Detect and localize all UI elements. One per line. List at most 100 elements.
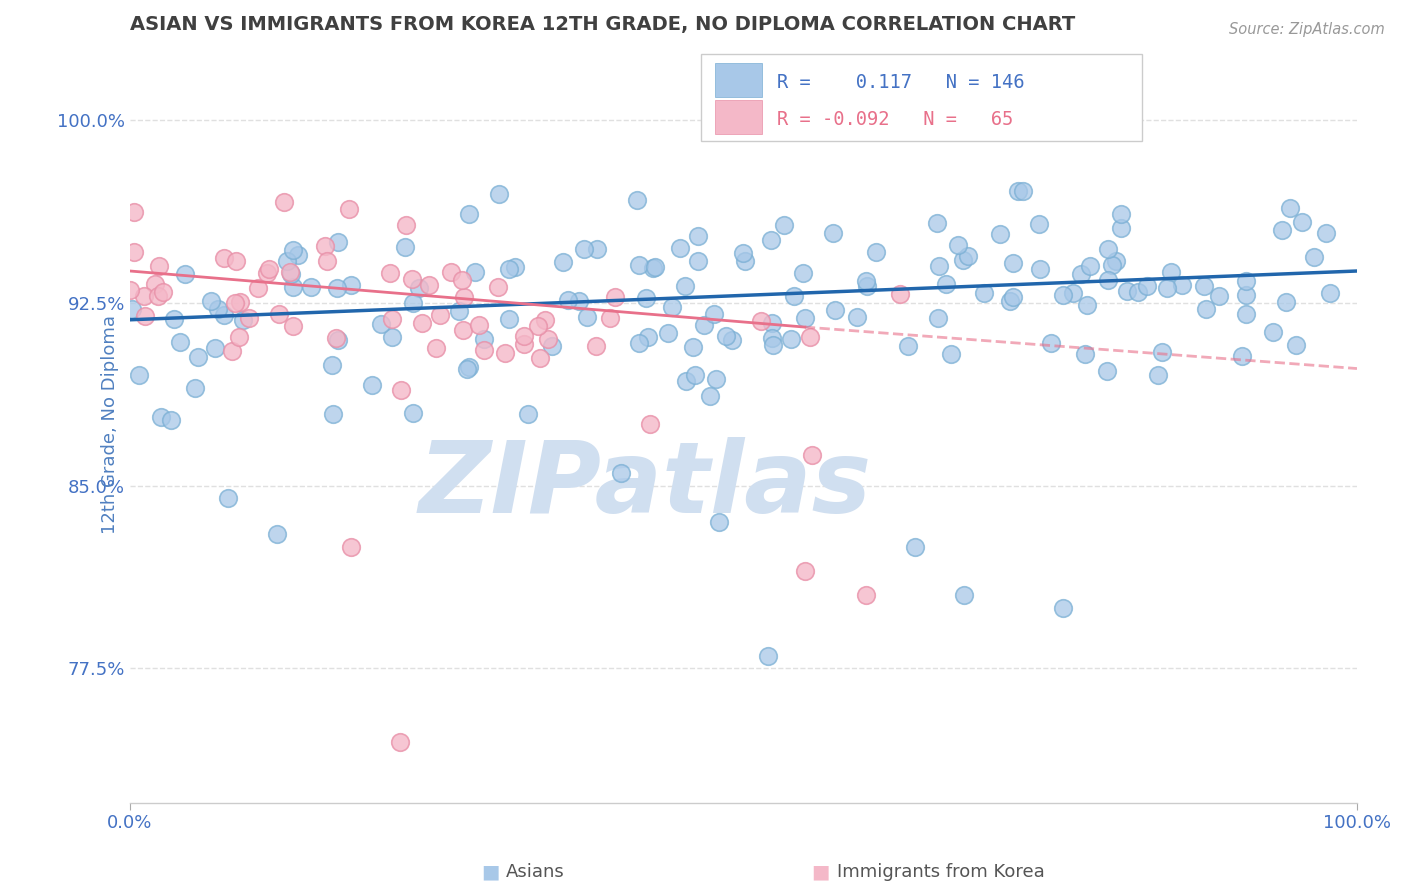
Point [1007, 184, 1029, 198]
Point [315, 253, 337, 268]
Point [472, 332, 495, 346]
Point [704, 372, 727, 386]
Point [402, 296, 425, 310]
Point [1062, 285, 1084, 300]
Point [449, 303, 471, 318]
Point [952, 253, 974, 268]
Point [693, 318, 716, 332]
Point [494, 345, 516, 359]
Point [762, 337, 785, 351]
Point [1170, 278, 1192, 293]
Point [586, 243, 609, 257]
Point [1095, 364, 1118, 378]
Point [856, 278, 879, 293]
Point [221, 343, 243, 358]
Point [935, 277, 957, 292]
Point [381, 330, 404, 344]
Point [927, 311, 949, 326]
Point [162, 312, 184, 326]
Point [121, 302, 143, 317]
Point [118, 283, 141, 297]
Point [513, 337, 536, 351]
Point [228, 330, 250, 344]
Point [661, 300, 683, 314]
Point [513, 328, 536, 343]
Point [429, 308, 451, 322]
Text: ■: ■ [811, 863, 830, 882]
Point [1012, 184, 1035, 198]
Point [557, 293, 579, 308]
Point [381, 312, 404, 326]
Point [575, 310, 598, 324]
Point [1105, 254, 1128, 268]
Point [675, 374, 697, 388]
Point [401, 272, 423, 286]
Point [756, 649, 779, 664]
Point [1195, 301, 1218, 316]
Point [1070, 267, 1092, 281]
Point [184, 381, 207, 395]
Point [761, 331, 783, 345]
Point [928, 260, 950, 274]
Point [217, 491, 239, 505]
Point [394, 219, 416, 233]
Point [229, 295, 252, 310]
Point [314, 239, 336, 253]
Point [389, 384, 412, 398]
Point [212, 308, 235, 322]
Point [799, 330, 821, 344]
Point [453, 290, 475, 304]
Point [1052, 600, 1074, 615]
Point [714, 329, 737, 343]
Point [707, 515, 730, 529]
Point [733, 246, 755, 260]
Point [266, 527, 288, 541]
Point [232, 313, 254, 327]
Point [1097, 242, 1119, 256]
Point [517, 407, 540, 421]
Point [939, 347, 962, 361]
Point [425, 341, 447, 355]
Point [990, 227, 1012, 241]
Point [1261, 325, 1284, 339]
Point [682, 340, 704, 354]
Point [281, 318, 304, 333]
Point [1234, 307, 1257, 321]
Point [456, 362, 478, 376]
Point [259, 261, 281, 276]
Point [418, 277, 440, 292]
Point [526, 319, 548, 334]
Point [1234, 274, 1257, 288]
Point [749, 314, 772, 328]
Point [669, 241, 692, 255]
Point [628, 336, 651, 351]
Point [1208, 289, 1230, 303]
Point [457, 207, 479, 221]
Point [801, 448, 824, 462]
Point [1078, 260, 1101, 274]
Point [1109, 221, 1132, 235]
Point [533, 313, 555, 327]
Point [1001, 290, 1024, 304]
Point [1274, 294, 1296, 309]
Point [276, 254, 298, 268]
Point [411, 316, 433, 330]
Point [734, 254, 756, 268]
Point [458, 360, 481, 375]
Point [1135, 279, 1157, 293]
Point [721, 333, 744, 347]
Point [340, 278, 363, 293]
Point [394, 240, 416, 254]
Point [505, 260, 527, 274]
Point [388, 734, 411, 748]
Point [772, 219, 794, 233]
Point [628, 259, 651, 273]
Point [148, 259, 170, 273]
Point [1230, 349, 1253, 363]
Point [370, 318, 392, 332]
Point [953, 588, 976, 602]
Point [225, 253, 247, 268]
Point [1152, 345, 1174, 359]
Point [1109, 206, 1132, 220]
Point [925, 216, 948, 230]
